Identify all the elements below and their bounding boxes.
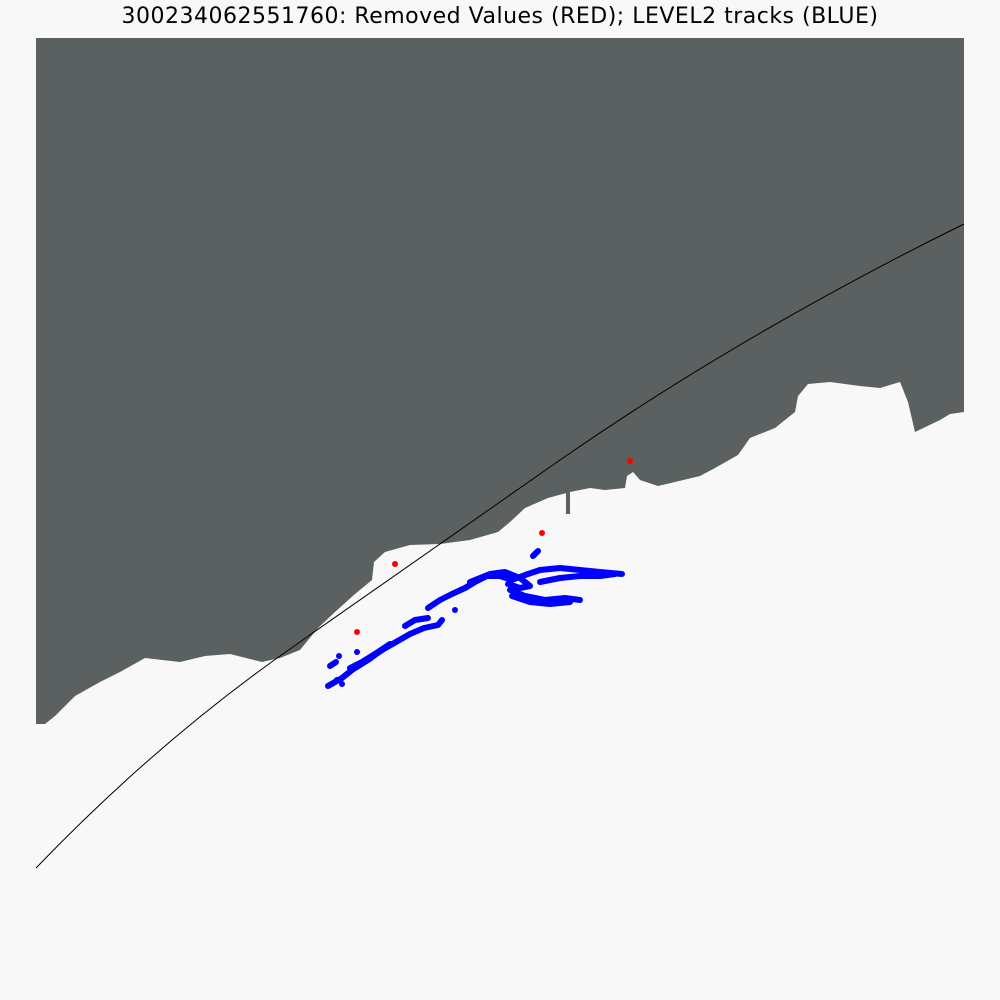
level2-tracks: [325, 548, 625, 689]
reference-curve: [35, 223, 965, 869]
track-point: [336, 653, 342, 659]
land-mass: [36, 38, 964, 724]
removed-value-point: [539, 530, 545, 536]
track-segment: [537, 571, 618, 585]
land-polygon: [36, 38, 964, 724]
track-segment: [509, 593, 573, 607]
track-segment: [530, 548, 541, 559]
removed-value-point: [627, 458, 633, 464]
track-point: [452, 607, 458, 613]
track-segment: [347, 641, 393, 671]
track-segment: [402, 615, 431, 629]
removed-value-point: [354, 629, 360, 635]
pier: [566, 488, 570, 514]
removed-values: [354, 458, 633, 635]
track-segment: [507, 587, 583, 603]
track-segment: [325, 617, 445, 689]
track-segment: [467, 569, 533, 591]
track-segment: [425, 565, 625, 611]
track-point: [334, 677, 340, 683]
track-segment: [327, 659, 339, 669]
track-point: [354, 649, 360, 655]
reference-line: [35, 223, 965, 869]
removed-value-point: [392, 561, 398, 567]
track-point: [339, 681, 345, 687]
plot-title: 300234062551760: Removed Values (RED); L…: [121, 4, 879, 29]
